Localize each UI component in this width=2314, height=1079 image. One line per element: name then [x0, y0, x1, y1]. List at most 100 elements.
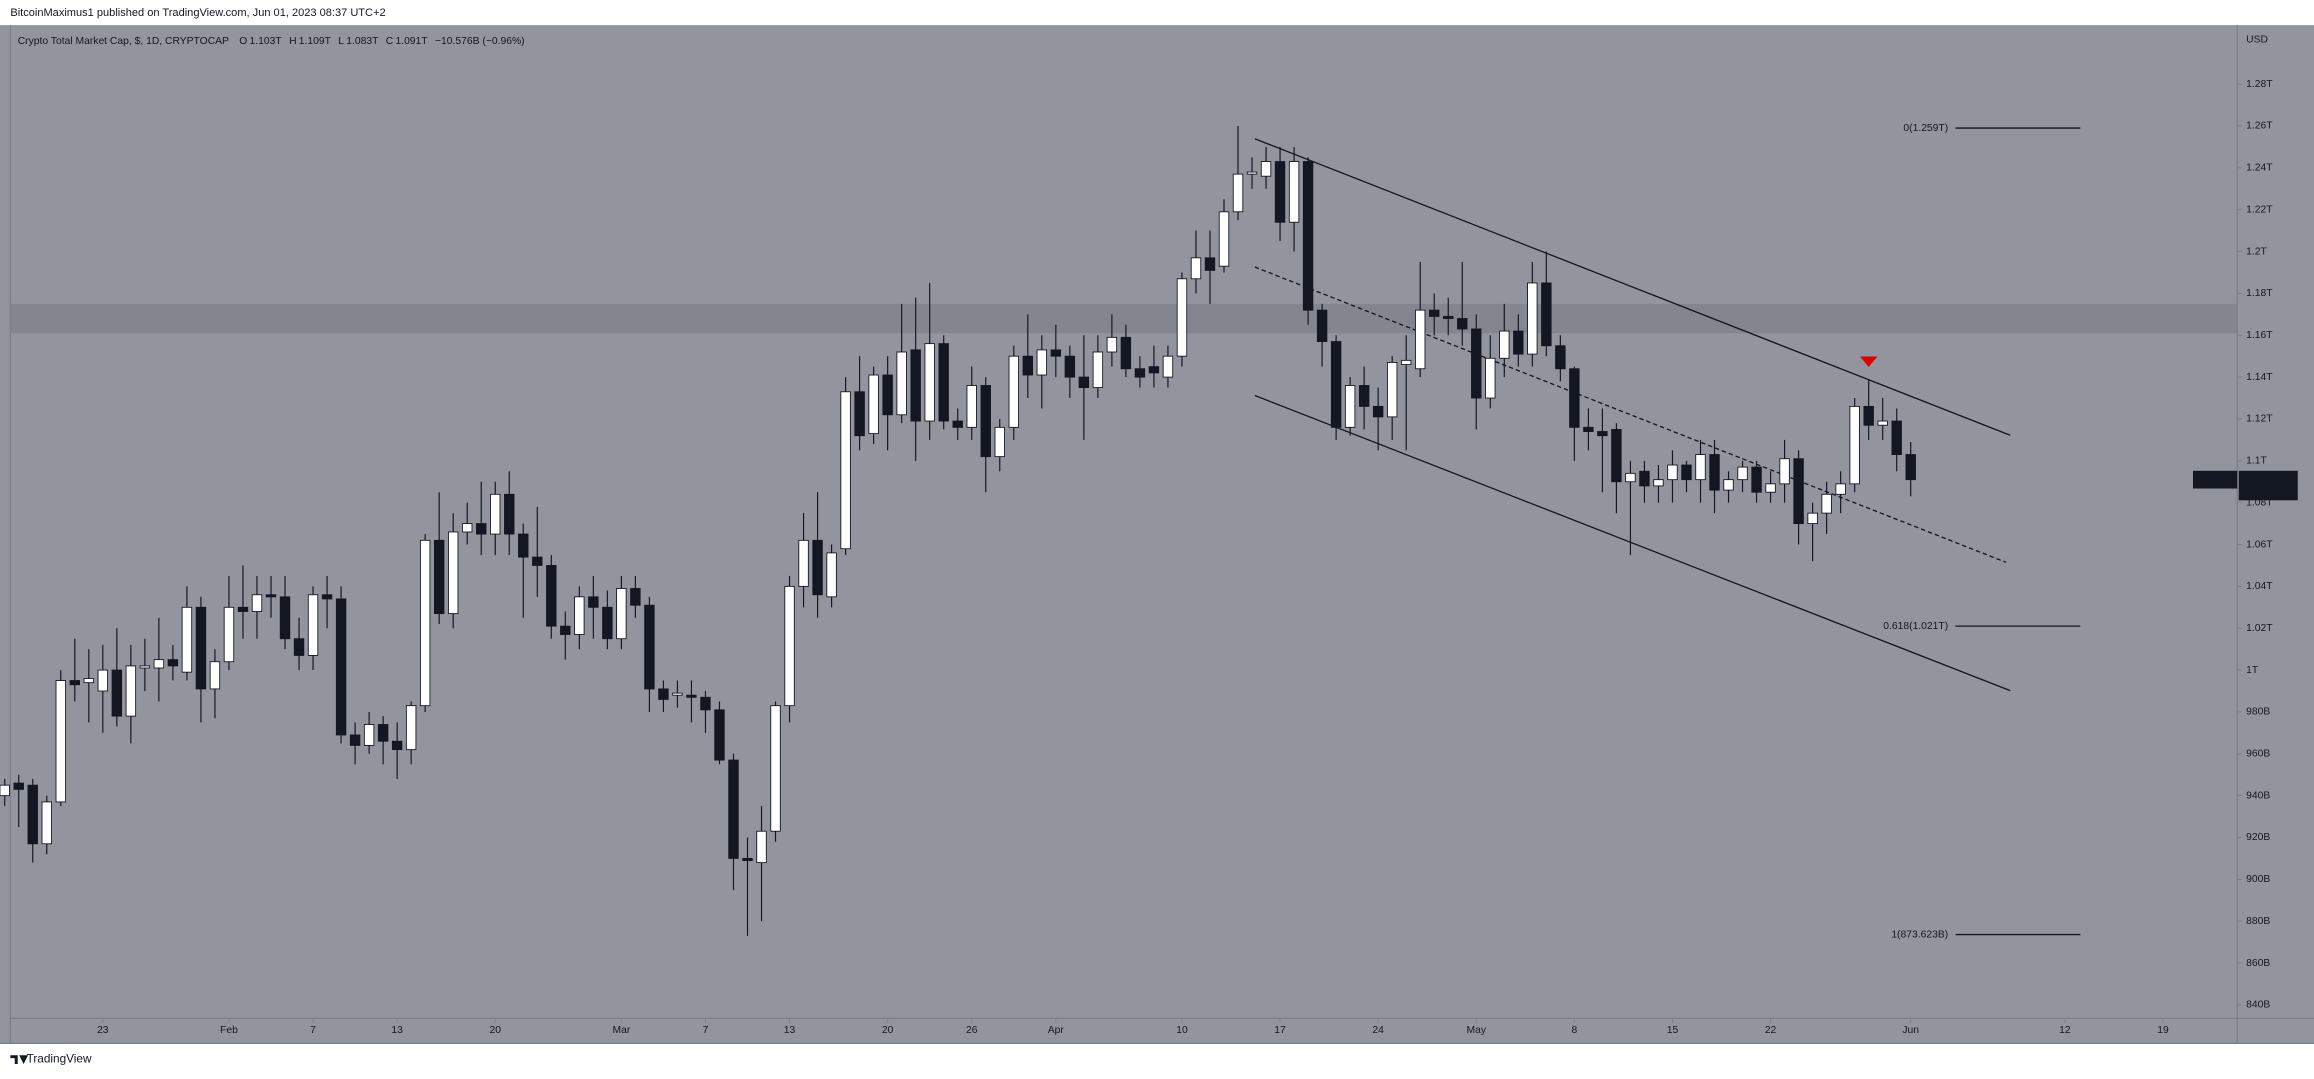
countdown-label: 17:22:07: [2245, 488, 2285, 499]
x-tick-label: 24: [1372, 1025, 1384, 1036]
candle-body: [1260, 161, 1272, 177]
x-tick-label: 15: [1667, 1025, 1679, 1036]
candle-body: [1120, 336, 1132, 370]
x-tick-label: 12: [2059, 1025, 2071, 1036]
candle-body: [1667, 464, 1678, 481]
x-tick-label: Jun: [1902, 1025, 1919, 1036]
y-tick-label: 960B: [2246, 749, 2270, 760]
symbol-box: [2192, 470, 2238, 489]
candle-body: [616, 588, 627, 640]
candle-body: [1611, 428, 1622, 483]
x-tick-label: 13: [784, 1025, 796, 1036]
x-tick-label: 26: [966, 1025, 978, 1036]
y-tick-label: 860B: [2246, 958, 2270, 969]
candle-body: [1078, 376, 1090, 389]
candle-body: [1246, 171, 1258, 175]
candle-body: [27, 784, 38, 845]
last-price-label: 1.091T: [2245, 474, 2278, 485]
candle-body: [658, 688, 669, 700]
legend-value: 1.103T: [250, 36, 283, 47]
candle-body: [1541, 282, 1552, 347]
candle-body: [770, 705, 781, 832]
candle-body: [1457, 318, 1468, 330]
candle-body: [377, 724, 389, 742]
candle-body: [1176, 278, 1188, 357]
y-tick-label: 1.18T: [2246, 288, 2273, 299]
candle-body: [1344, 385, 1356, 428]
y-tick-label: 1.1T: [2246, 456, 2267, 467]
candle-body: [896, 351, 907, 416]
candle-body: [1695, 454, 1706, 481]
y-tick-label: 1.14T: [2246, 372, 2273, 383]
candle-body: [1625, 472, 1636, 483]
brand-logo: [10, 1055, 29, 1065]
candle-body: [1162, 355, 1174, 378]
legend-key: C: [386, 36, 394, 47]
candle-body: [840, 391, 851, 550]
candle-body: [1358, 385, 1370, 407]
candle-body: [980, 385, 991, 458]
candle-body: [223, 606, 235, 663]
candle-body: [728, 759, 739, 859]
candle-body: [1008, 355, 1019, 428]
candle-body: [1653, 479, 1664, 487]
candle-body: [742, 857, 753, 861]
candle-body: [1751, 466, 1762, 493]
candle-body: [1905, 454, 1916, 481]
candle-body: [1807, 512, 1818, 525]
footer-brand: TradingView: [27, 1052, 92, 1066]
candle-body: [265, 594, 277, 598]
candle-body: [518, 533, 529, 558]
candle-body: [1036, 349, 1048, 376]
candle-body: [910, 349, 921, 422]
candle-body: [69, 680, 81, 686]
legend-value: 1.083T: [346, 36, 379, 47]
candle-body: [476, 523, 487, 535]
candle-body: [1218, 211, 1230, 267]
candle-body: [307, 594, 319, 656]
x-tick-label: May: [1467, 1025, 1487, 1036]
candle-body: [1274, 161, 1286, 223]
candle-body: [1134, 368, 1146, 378]
legend-value: 1.091T: [395, 36, 428, 47]
y-tick-label: 1T: [2246, 665, 2259, 676]
candle-body: [1723, 479, 1734, 491]
y-tick-label: 880B: [2246, 916, 2270, 927]
x-tick-label: Mar: [612, 1025, 630, 1036]
candle-body: [700, 696, 711, 711]
candle-body: [1597, 431, 1608, 437]
candle-body: [363, 724, 375, 746]
candle-body: [349, 734, 361, 746]
candle-body: [630, 588, 641, 606]
candle-body: [1863, 405, 1874, 426]
y-tick-label: 1.12T: [2246, 414, 2273, 425]
candle-body: [405, 705, 417, 751]
candle-body: [1709, 454, 1720, 491]
candle-body: [1891, 420, 1902, 455]
candle-body: [560, 625, 571, 635]
candle-body: [1569, 368, 1580, 428]
candle-body: [1106, 336, 1118, 353]
legend-title: Crypto Total Market Cap, $, 1D, CRYPTOCA…: [18, 36, 229, 47]
y-tick-label: 940B: [2246, 790, 2270, 801]
candle-body: [1471, 328, 1482, 399]
candle-body: [1050, 349, 1062, 357]
candle-body: [1400, 359, 1412, 365]
candle-body: [433, 539, 445, 615]
candle-body: [1092, 351, 1104, 389]
candle-body: [1681, 464, 1692, 481]
candle-body: [1190, 257, 1202, 280]
x-tick-label: Apr: [1048, 1025, 1065, 1036]
candle-body: [574, 596, 585, 635]
candle-body: [447, 531, 459, 615]
candle-body: [1372, 405, 1384, 418]
legend-value: 1.109T: [299, 36, 332, 47]
candle-body: [321, 594, 333, 600]
y-tick-label: 1.24T: [2246, 163, 2273, 174]
candle-body: [462, 523, 473, 533]
candle-body: [1765, 483, 1776, 493]
candle-body: [644, 604, 655, 690]
candle-body: [1204, 257, 1216, 271]
price-box: [2238, 470, 2298, 501]
candle-body: [714, 709, 725, 761]
